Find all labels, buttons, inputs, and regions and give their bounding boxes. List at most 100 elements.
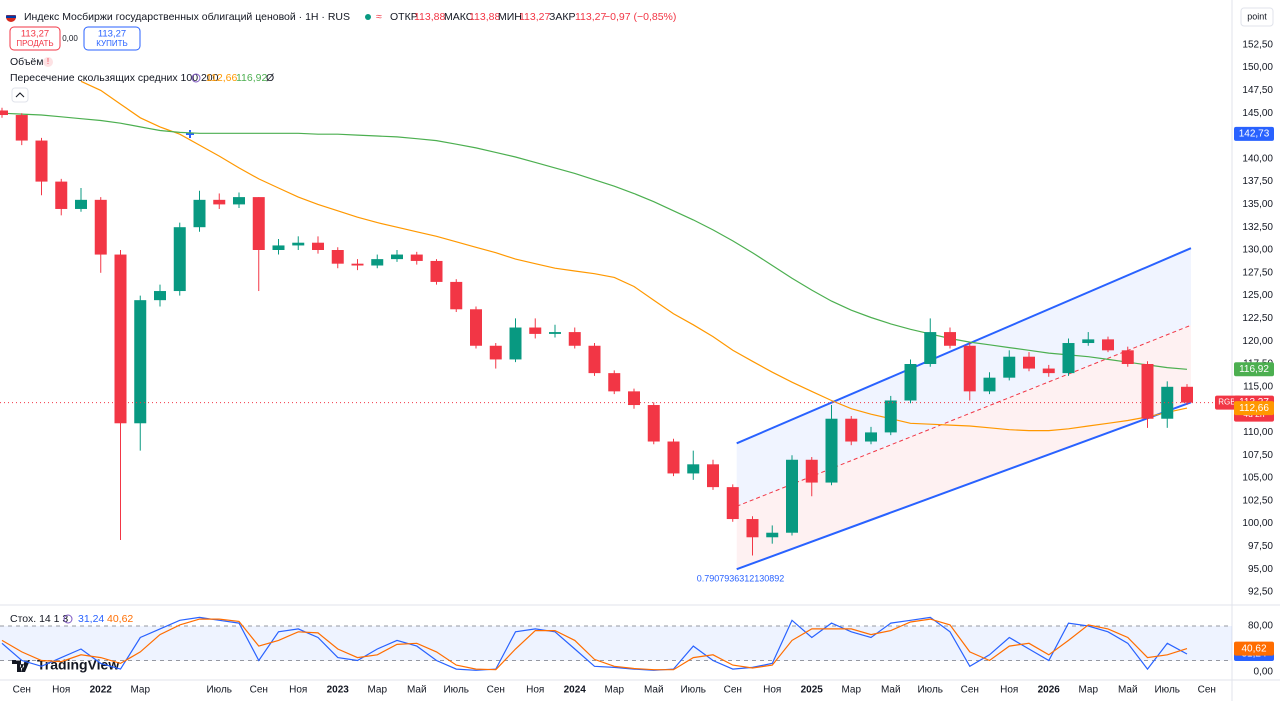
line-series	[1, 616, 1188, 671]
cross-marker	[186, 130, 194, 138]
symbol-title[interactable]: Индекс Мосбиржи государственных облигаци…	[24, 11, 350, 23]
candle-body	[608, 373, 621, 392]
x-tick-label: Мар	[367, 685, 387, 696]
candle-body	[1062, 343, 1075, 374]
y-tick-label: 115,00	[1243, 381, 1273, 392]
x-tick-label: Сен	[1198, 685, 1216, 696]
x-tick-label: Сен	[961, 685, 979, 696]
candle-body	[1042, 368, 1055, 374]
candle-body	[292, 242, 305, 246]
buy-price[interactable]: 113,27	[98, 29, 126, 40]
candle-body	[312, 242, 324, 250]
candle-body	[233, 197, 245, 205]
y-tick-label: 107,50	[1242, 450, 1273, 461]
y-tick-label: 110,00	[1243, 427, 1273, 438]
candle-body	[0, 110, 8, 116]
y-tick-label: 92,50	[1248, 587, 1273, 598]
channel-lower-fill	[736, 325, 1191, 570]
collapse-button[interactable]	[11, 87, 29, 103]
indicator-icon[interactable]	[63, 614, 73, 624]
collapse-icon	[15, 92, 25, 98]
ohlc-value: 113,88	[469, 11, 500, 23]
candle-body	[430, 260, 443, 282]
x-tick-label: Мар	[130, 685, 150, 696]
candle-body	[331, 250, 344, 264]
x-tick-label: Июль	[680, 685, 706, 696]
indicator-value: 40,62	[107, 613, 133, 625]
price-badge-label: 142,73	[1239, 129, 1270, 140]
ohlc-label: МАКС	[444, 11, 474, 23]
indicator-legend[interactable]: Стох. 14 1 3	[10, 613, 68, 625]
logo-icon	[12, 660, 30, 672]
candle-body	[94, 199, 107, 255]
buy-button[interactable]	[83, 26, 141, 51]
ohlc-label: МИН	[498, 11, 522, 23]
sell-label[interactable]: ПРОДАТЬ	[16, 39, 53, 48]
volume-legend[interactable]: Объём	[10, 56, 43, 68]
candle-body	[845, 418, 858, 442]
scale-button[interactable]	[1240, 7, 1274, 27]
y-tick-label: 95,00	[1248, 564, 1273, 575]
candle-body	[35, 140, 48, 182]
x-tick-label: Май	[1118, 685, 1138, 696]
candle-body	[1003, 356, 1016, 378]
candle-body	[568, 332, 581, 346]
candle-body	[588, 345, 601, 374]
x-tick-label: Ноя	[289, 685, 307, 696]
market-status	[365, 14, 371, 20]
candle-body	[1082, 339, 1095, 344]
candle-body	[647, 405, 660, 442]
sell-button[interactable]	[9, 26, 61, 51]
candle-body	[766, 532, 779, 538]
indicator-legend[interactable]: Пересечение скользящих средних 100 200	[10, 72, 219, 84]
candle-body	[193, 199, 206, 228]
price-badge	[1234, 401, 1274, 416]
x-tick-label: Сен	[13, 685, 31, 696]
ohlc-label: ЗАКР	[549, 11, 575, 23]
candle-body	[667, 441, 680, 474]
x-tick-label: 2025	[801, 685, 824, 696]
warning-icon[interactable]	[43, 57, 53, 67]
ohlc-label: ОТКР	[390, 11, 418, 23]
candle-body	[272, 245, 285, 250]
x-tick-label: Май	[644, 685, 664, 696]
x-tick-label: 2026	[1038, 685, 1061, 696]
candle-body	[529, 327, 542, 334]
y-tick-label: 125,00	[1242, 290, 1273, 301]
x-tick-label: Май	[407, 685, 427, 696]
candle-body	[509, 327, 522, 360]
channel-lower	[736, 401, 1192, 571]
candle-body	[687, 464, 700, 474]
y-tick-label: 150,00	[1242, 62, 1273, 73]
candle-body	[884, 400, 897, 433]
price-badge-label: 116,92	[1239, 364, 1269, 375]
candle-body	[1181, 386, 1193, 403]
y-tick-label: 152,50	[1242, 39, 1273, 50]
x-tick-label: Ноя	[763, 685, 781, 696]
candle-body	[1023, 356, 1035, 369]
candle-body	[213, 199, 226, 205]
x-tick-label: Ноя	[52, 685, 70, 696]
candle-body	[1121, 350, 1134, 364]
indicator-mark: Ø	[266, 72, 274, 84]
ohlc-value: 113,27	[575, 11, 606, 23]
candle-body	[805, 459, 818, 483]
x-tick-label: Сен	[724, 685, 742, 696]
y-tick-label: 102,50	[1242, 495, 1273, 506]
sell-price[interactable]: 113,27	[21, 29, 49, 40]
x-tick-label: 2023	[327, 685, 350, 696]
scale-mode[interactable]: point	[1247, 11, 1267, 21]
candle-body	[173, 227, 186, 292]
indicator-value: 112,66	[206, 72, 237, 84]
y-tick-label: 135,00	[1242, 199, 1273, 210]
buy-label[interactable]: КУПИТЬ	[96, 39, 127, 48]
candle-body	[549, 332, 561, 334]
x-tick-label: Мар	[841, 685, 861, 696]
channel-midline	[736, 324, 1192, 507]
x-tick-label: Мар	[1078, 685, 1098, 696]
candle-body	[410, 254, 423, 261]
candle-body	[707, 464, 719, 488]
spread: 0,00	[62, 34, 78, 43]
indicator-icon[interactable]	[191, 73, 201, 83]
